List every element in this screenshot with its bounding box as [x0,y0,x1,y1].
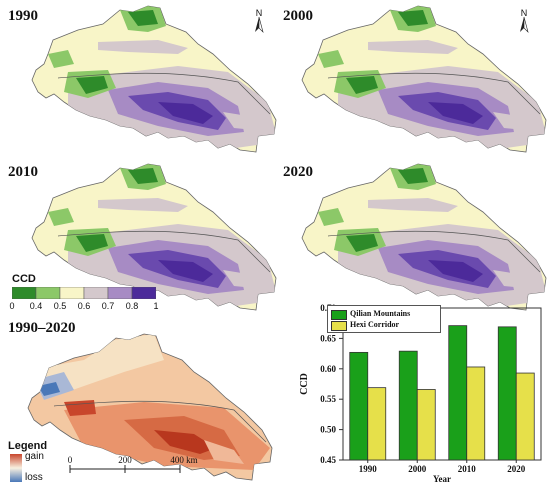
bar-qilian-2000 [398,350,418,461]
change-map-title: 1990–2020 [8,320,76,336]
loss-label: loss [25,472,43,483]
scale-bar [69,465,181,473]
bar-qilian-2020 [497,326,517,461]
y-tick-label: 0.55 [320,394,336,404]
x-axis-label: Year [433,474,451,484]
legend-item-qilian: Qilian Mountains [331,309,439,320]
north-arrow-icon: N [516,8,532,34]
legend-label-hexi: Hexi Corridor [350,320,400,329]
map-year-label: 1990 [8,8,38,24]
change-legend-title: Legend [8,440,48,452]
scale-label-200: 200 [118,455,132,465]
ccd-swatch [35,287,61,299]
y-axis-label: CCD [299,373,310,395]
map-year-label: 2010 [8,164,38,180]
map-year-label: 2000 [283,8,313,24]
map-panel-2000: 2000 N [278,2,548,157]
bar-hexi-2000 [416,389,436,461]
ccd-map-2020 [278,160,548,315]
ccd-swatch [12,287,37,299]
x-tick-label: 2010 [458,464,477,474]
ccd-change-map [6,320,286,485]
scale-label-0: 0 [67,455,73,465]
ccd-bar-chart: 0.450.500.550.600.650.701990200020102020… [293,300,548,484]
ccd-swatch [59,287,85,299]
ccd-map-2000 [278,2,548,157]
north-arrow-icon: N [251,8,267,34]
ccd-bar-chart-svg: 0.450.500.550.600.650.701990200020102020… [299,303,542,484]
bar-qilian-1990 [349,351,369,461]
legend-item-hexi: Hexi Corridor [331,320,439,331]
ccd-swatch [107,287,133,299]
y-tick-label: 0.60 [320,364,336,374]
map-panel-1990: 1990 N [8,2,278,157]
map-panel-2010: 2010 [8,160,278,315]
gain-label: gain [25,451,44,462]
gain-loss-ramp [10,454,22,482]
ccd-swatch [83,287,109,299]
ccd-tick-label: 0.8 [125,301,139,311]
legend-swatch-qilian [331,310,347,320]
ccd-map-1990 [8,2,278,157]
y-tick-label: 0.45 [320,455,336,465]
bar-hexi-2010 [466,366,486,461]
scale-label-400: 400 km [170,455,198,465]
change-map-panel: 1990–2020 Legend gain loss 0 200 400 km [6,320,286,485]
ccd-tick-label: 0.7 [101,301,115,311]
y-tick-label: 0.65 [320,333,336,343]
x-tick-label: 1990 [359,464,378,474]
bar-hexi-1990 [367,387,387,461]
legend-label-qilian: Qilian Mountains [350,309,411,318]
ccd-swatch [131,287,156,299]
map-year-label: 2020 [283,164,313,180]
ccd-color-ramp [12,287,156,299]
bar-hexi-2020 [515,372,535,461]
legend-swatch-hexi [331,321,347,331]
x-tick-label: 2020 [507,464,526,474]
ccd-tick-label: 0 [9,301,15,311]
ccd-tick-label: 0.4 [29,301,43,311]
ccd-tick-label: 1 [153,301,159,311]
ccd-tick-label: 0.6 [77,301,91,311]
x-tick-label: 2000 [408,464,427,474]
plot-frame [342,307,542,461]
ccd-legend-title: CCD [12,273,36,285]
y-tick-label: 0.50 [320,425,336,435]
chart-legend: Qilian Mountains Hexi Corridor [327,305,441,333]
ccd-tick-label: 0.5 [53,301,67,311]
bar-qilian-2010 [448,325,468,461]
map-panel-2020: 2020 [278,160,548,300]
